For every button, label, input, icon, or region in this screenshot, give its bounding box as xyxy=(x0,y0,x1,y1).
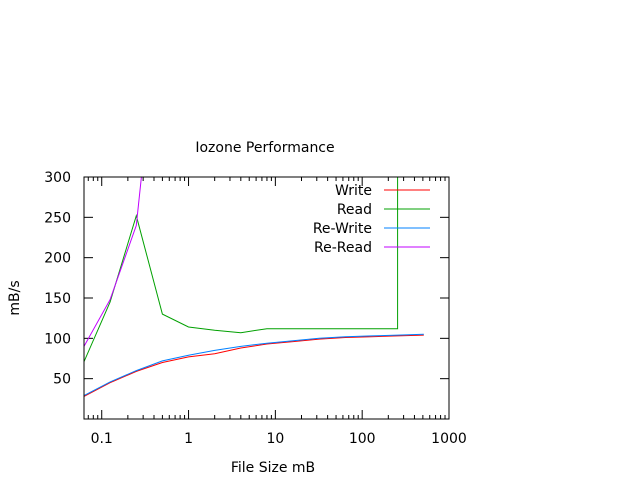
y-tick-label: 200 xyxy=(44,251,71,267)
plot-frame xyxy=(83,176,450,420)
series-lines xyxy=(84,177,424,397)
chart-title: Iozone Performance xyxy=(195,140,334,156)
x-tick-label: 1 xyxy=(184,431,193,447)
x-tick-label: 1000 xyxy=(431,431,467,447)
y-tick-label: 100 xyxy=(44,331,71,347)
legend-label: Re-Write xyxy=(313,221,372,237)
series-line-re-read xyxy=(84,177,142,347)
x-axis-label: File Size mB xyxy=(231,460,315,476)
legend: Write Read Re-Write Re-Read xyxy=(313,183,430,256)
y-tick-label: 250 xyxy=(44,210,71,226)
ticks: 0.1 1 10 100 1000 50 100 150 200 250 300 xyxy=(44,170,467,447)
x-tick-label: 0.1 xyxy=(91,431,113,447)
series-line-write xyxy=(84,334,424,397)
series-line-re-write xyxy=(84,333,424,397)
x-tick-label: 100 xyxy=(349,431,376,447)
legend-label: Re-Read xyxy=(314,240,372,256)
legend-label: Write xyxy=(335,183,372,199)
y-tick-label: 300 xyxy=(44,170,71,186)
x-tick-label: 10 xyxy=(266,431,284,447)
y-tick-label: 150 xyxy=(44,291,71,307)
legend-label: Read xyxy=(337,202,372,218)
y-tick-label: 50 xyxy=(53,372,71,388)
series-line-read xyxy=(84,177,399,362)
y-axis-label: mB/s xyxy=(7,280,23,315)
